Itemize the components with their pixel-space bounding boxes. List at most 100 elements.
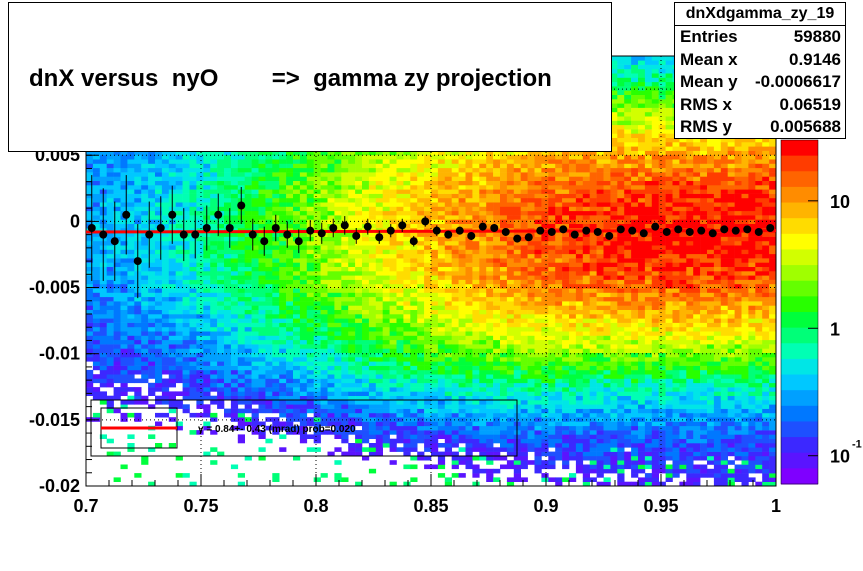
heatmap-cell (458, 206, 466, 212)
heatmap-cell (127, 301, 135, 306)
heatmap-cell (472, 163, 480, 169)
heatmap-cell (196, 361, 204, 366)
heatmap-cell (389, 215, 397, 220)
heatmap-cell (230, 245, 239, 250)
heatmap-cell (382, 421, 390, 427)
heatmap-cell (327, 240, 335, 246)
heatmap-cell (182, 404, 190, 409)
heatmap-cell (327, 232, 335, 237)
heatmap-cell (368, 249, 377, 255)
heatmap-cell (299, 283, 308, 289)
heatmap-cell (99, 180, 107, 186)
heatmap-cell (313, 387, 321, 392)
heatmap-cell (375, 253, 383, 259)
heatmap-cell (417, 339, 425, 345)
heatmap-cell (272, 301, 280, 306)
heatmap-cell (237, 163, 245, 169)
heatmap-cell (203, 339, 211, 345)
heatmap-cell (410, 447, 418, 452)
heatmap-cell (161, 288, 170, 293)
heatmap-cell (175, 344, 183, 349)
heatmap-cell (182, 344, 190, 349)
heatmap-cell (451, 421, 459, 427)
heatmap-cell (320, 412, 328, 418)
heatmap-cell (286, 167, 294, 173)
heatmap-cell (334, 240, 342, 246)
heatmap-cell (451, 253, 459, 259)
heatmap-cell (313, 271, 321, 276)
heatmap-cell (134, 361, 142, 366)
heatmap-cell (472, 357, 480, 362)
heatmap-cell (141, 322, 149, 328)
heatmap-cell (375, 400, 383, 405)
heatmap-cell (437, 219, 446, 224)
heatmap-cell (210, 180, 218, 186)
heatmap-cell (99, 314, 107, 319)
heatmap-cell (362, 425, 370, 431)
heatmap-cell (92, 258, 101, 263)
heatmap-cell (127, 206, 135, 212)
heatmap-cell (217, 318, 225, 323)
heatmap-cell (224, 206, 232, 212)
heatmap-cell (258, 253, 266, 259)
heatmap-cell (389, 339, 397, 345)
heatmap-cell (417, 172, 425, 177)
heatmap-cell (424, 266, 432, 272)
heatmap-cell (244, 215, 252, 220)
heatmap-cell (210, 279, 218, 285)
heatmap-cell (182, 279, 190, 285)
heatmap-cell (444, 258, 452, 263)
heatmap-cell (141, 258, 149, 263)
heatmap-cell (472, 210, 480, 216)
heatmap-cell (451, 331, 459, 336)
heatmap-cell (444, 253, 452, 259)
heatmap-cell (424, 283, 432, 289)
heatmap-cell (217, 382, 225, 388)
heatmap-cell (293, 369, 301, 375)
heatmap-cell (465, 365, 473, 371)
heatmap-cell (279, 391, 287, 396)
heatmap-cell (148, 365, 156, 371)
heatmap-cell (306, 292, 314, 298)
heatmap-cell (320, 344, 328, 349)
heatmap-cell (465, 266, 473, 272)
heatmap-cell (279, 288, 287, 293)
heatmap-cell (334, 421, 342, 427)
heatmap-cell (155, 189, 163, 194)
heatmap-cell (168, 180, 176, 186)
heatmap-cell (472, 240, 480, 246)
heatmap-cell (431, 163, 439, 169)
heatmap-cell (168, 344, 176, 349)
heatmap-cell (106, 236, 114, 242)
heatmap-cell (451, 309, 459, 315)
heatmap-cell (265, 176, 273, 181)
heatmap-cell (86, 348, 94, 353)
heatmap-cell (175, 185, 183, 190)
heatmap-cell (368, 180, 377, 186)
heatmap-cell (86, 150, 94, 156)
heatmap-cell (375, 421, 383, 427)
heatmap-cell (210, 185, 218, 190)
heatmap-cell (148, 271, 156, 276)
heatmap-cell (362, 301, 370, 306)
heatmap-cell (403, 404, 411, 409)
heatmap-cell (237, 382, 245, 388)
heatmap-cell (251, 167, 259, 173)
heatmap-cell (244, 305, 252, 310)
heatmap-cell (203, 395, 211, 401)
heatmap-cell (113, 215, 121, 220)
heatmap-cell (182, 202, 190, 207)
heatmap-cell (210, 159, 218, 164)
heatmap-cell (479, 430, 487, 435)
heatmap-cell (244, 339, 252, 345)
heatmap-cell (410, 288, 418, 293)
heatmap-cell (182, 150, 190, 156)
heatmap-cell (444, 400, 452, 405)
heatmap-cell (224, 176, 232, 181)
heatmap-cell (368, 176, 377, 181)
heatmap-cell (258, 331, 266, 336)
heatmap-cell (368, 253, 377, 259)
heatmap-cell (237, 331, 245, 336)
heatmap-cell (451, 258, 459, 263)
heatmap-cell (127, 193, 135, 199)
